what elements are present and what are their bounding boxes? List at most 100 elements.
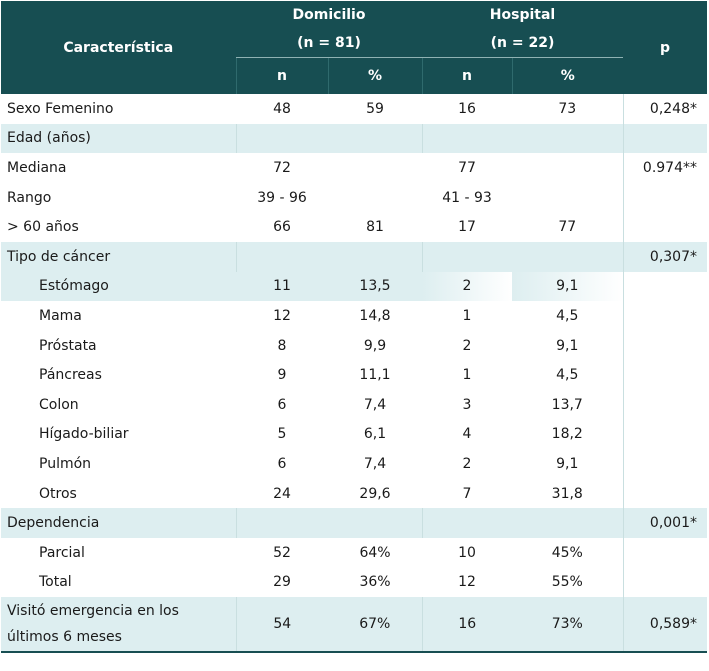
row-label: Próstata bbox=[39, 337, 97, 354]
header-group2-name: Hospital bbox=[422, 1, 624, 29]
table-row: Pulmón 6 7,4 2 9,1 bbox=[1, 449, 708, 479]
cell-pct1 bbox=[328, 153, 422, 183]
cell-n1: 12 bbox=[273, 307, 291, 324]
cell-p bbox=[622, 182, 708, 213]
row-label: > 60 años bbox=[7, 219, 79, 236]
cell-n2: 2 bbox=[462, 455, 472, 472]
table-row: Páncreas 9 11,1 1 4,5 bbox=[1, 360, 708, 390]
cell-n2: 41 - 93 bbox=[442, 189, 492, 206]
characteristics-table: Característica Domicilio Hospital p (n =… bbox=[1, 1, 708, 654]
cell-pct1: 67% bbox=[328, 597, 423, 654]
cell-n2: 2 bbox=[422, 271, 513, 302]
header-sub-n: n bbox=[235, 57, 328, 94]
table-row: Otros 24 29,6 7 31,8 bbox=[1, 478, 708, 509]
cell-pct1: 36% bbox=[359, 574, 391, 591]
header-group1-name: Domicilio bbox=[236, 1, 423, 29]
cell-p: 0,307* bbox=[622, 241, 708, 272]
table-row: Mediana 72 77 0.974** bbox=[1, 153, 708, 183]
cell-n1: 54 bbox=[235, 597, 328, 654]
cell-pct2 bbox=[512, 241, 624, 272]
header-sub-pct: % bbox=[327, 57, 423, 94]
cell-n1 bbox=[235, 508, 328, 538]
cell-n2: 1 bbox=[462, 367, 472, 384]
cell-pct1: 7,4 bbox=[363, 396, 387, 413]
table-row: Mama 12 14,8 1 4,5 bbox=[1, 301, 708, 331]
row-label: Dependencia bbox=[1, 508, 236, 538]
header-sub-pct: % bbox=[511, 57, 624, 94]
row-label: Colon bbox=[39, 396, 79, 413]
cell-n1: 6 bbox=[277, 396, 287, 413]
cell-pct1: 11,1 bbox=[359, 367, 391, 384]
row-label: Mama bbox=[39, 307, 82, 324]
cell-n1: 6 bbox=[277, 455, 287, 472]
cell-p bbox=[622, 301, 708, 331]
cell-pct2 bbox=[512, 508, 624, 538]
header-characteristic: Característica bbox=[1, 1, 236, 94]
cell-n2: 77 bbox=[458, 159, 476, 176]
header-group2-n: (n = 22) bbox=[422, 29, 624, 58]
cell-pct1 bbox=[328, 241, 423, 272]
cell-p bbox=[622, 271, 708, 302]
cell-n1 bbox=[235, 123, 328, 154]
cell-pct2: 9,1 bbox=[556, 337, 579, 354]
cell-n1: 8 bbox=[277, 337, 287, 354]
cell-n2: 2 bbox=[462, 337, 472, 354]
cell-pct2: 73 bbox=[558, 100, 577, 117]
row-label: Otros bbox=[39, 485, 77, 502]
cell-pct2: 77 bbox=[558, 219, 577, 236]
row-label: Total bbox=[39, 574, 72, 591]
cell-pct1: 13,5 bbox=[328, 271, 423, 302]
table-row: > 60 años 66 81 17 77 bbox=[1, 212, 708, 242]
header-sub-n: n bbox=[421, 57, 513, 94]
cell-pct2: 9,1 bbox=[512, 271, 624, 302]
cell-n2 bbox=[421, 508, 513, 538]
row-label: Estómago bbox=[1, 271, 236, 302]
cell-pct2: 18,2 bbox=[551, 426, 583, 443]
table-row: Sexo Femenino 48 59 16 73 0,248* bbox=[1, 94, 708, 124]
cell-pct1 bbox=[328, 508, 423, 538]
table-row: Rango 39 - 96 41 - 93 bbox=[1, 182, 708, 213]
cell-pct2: 9,1 bbox=[556, 455, 579, 472]
row-label: Edad (años) bbox=[1, 123, 236, 154]
cell-n1: 5 bbox=[277, 426, 287, 443]
row-label: Visitó emergencia en los últimos 6 meses bbox=[1, 597, 236, 654]
row-label: Sexo Femenino bbox=[7, 100, 114, 117]
table-row: Visitó emergencia en los últimos 6 meses… bbox=[1, 597, 708, 654]
row-label: Rango bbox=[7, 189, 52, 206]
cell-pct2: 45% bbox=[551, 544, 583, 561]
cell-pct1: 59 bbox=[366, 100, 384, 117]
table-row: Parcial 52 64% 10 45% bbox=[1, 537, 708, 568]
header-group1-n: (n = 81) bbox=[236, 29, 423, 58]
cell-n2: 17 bbox=[458, 219, 476, 236]
cell-n2: 7 bbox=[462, 485, 472, 502]
cell-p bbox=[622, 360, 708, 390]
cell-pct1: 7,4 bbox=[363, 455, 387, 472]
cell-p: 0,001* bbox=[622, 508, 708, 538]
row-label: Hígado-biliar bbox=[39, 426, 129, 443]
table-row: Colon 6 7,4 3 13,7 bbox=[1, 389, 708, 420]
cell-pct1: 29,6 bbox=[359, 485, 391, 502]
cell-n1: 29 bbox=[273, 574, 291, 591]
table-row: Estómago 11 13,5 2 9,1 bbox=[1, 271, 708, 302]
cell-pct1 bbox=[328, 183, 422, 213]
table-row: Dependencia 0,001* bbox=[1, 508, 708, 538]
cell-pct1: 6,1 bbox=[363, 426, 387, 443]
row-label: Tipo de cáncer bbox=[1, 241, 236, 272]
cell-n2: 10 bbox=[458, 544, 476, 561]
cell-n2 bbox=[421, 241, 513, 272]
table-row: Tipo de cáncer 0,307* bbox=[1, 241, 708, 272]
cell-pct2: 4,5 bbox=[556, 307, 579, 324]
row-label-line2: últimos 6 meses bbox=[7, 629, 122, 646]
cell-pct1: 14,8 bbox=[359, 307, 391, 324]
cell-n2: 16 bbox=[458, 100, 476, 117]
cell-p bbox=[622, 478, 708, 509]
cell-p bbox=[622, 537, 708, 568]
row-label: Páncreas bbox=[39, 367, 102, 384]
cell-n1: 52 bbox=[273, 544, 291, 561]
cell-pct2: 31,8 bbox=[551, 485, 583, 502]
cell-p bbox=[622, 419, 708, 450]
cell-p: 0,248* bbox=[622, 94, 708, 124]
cell-n1: 66 bbox=[273, 219, 291, 236]
cell-n2: 4 bbox=[462, 426, 472, 443]
cell-n2 bbox=[421, 123, 513, 154]
